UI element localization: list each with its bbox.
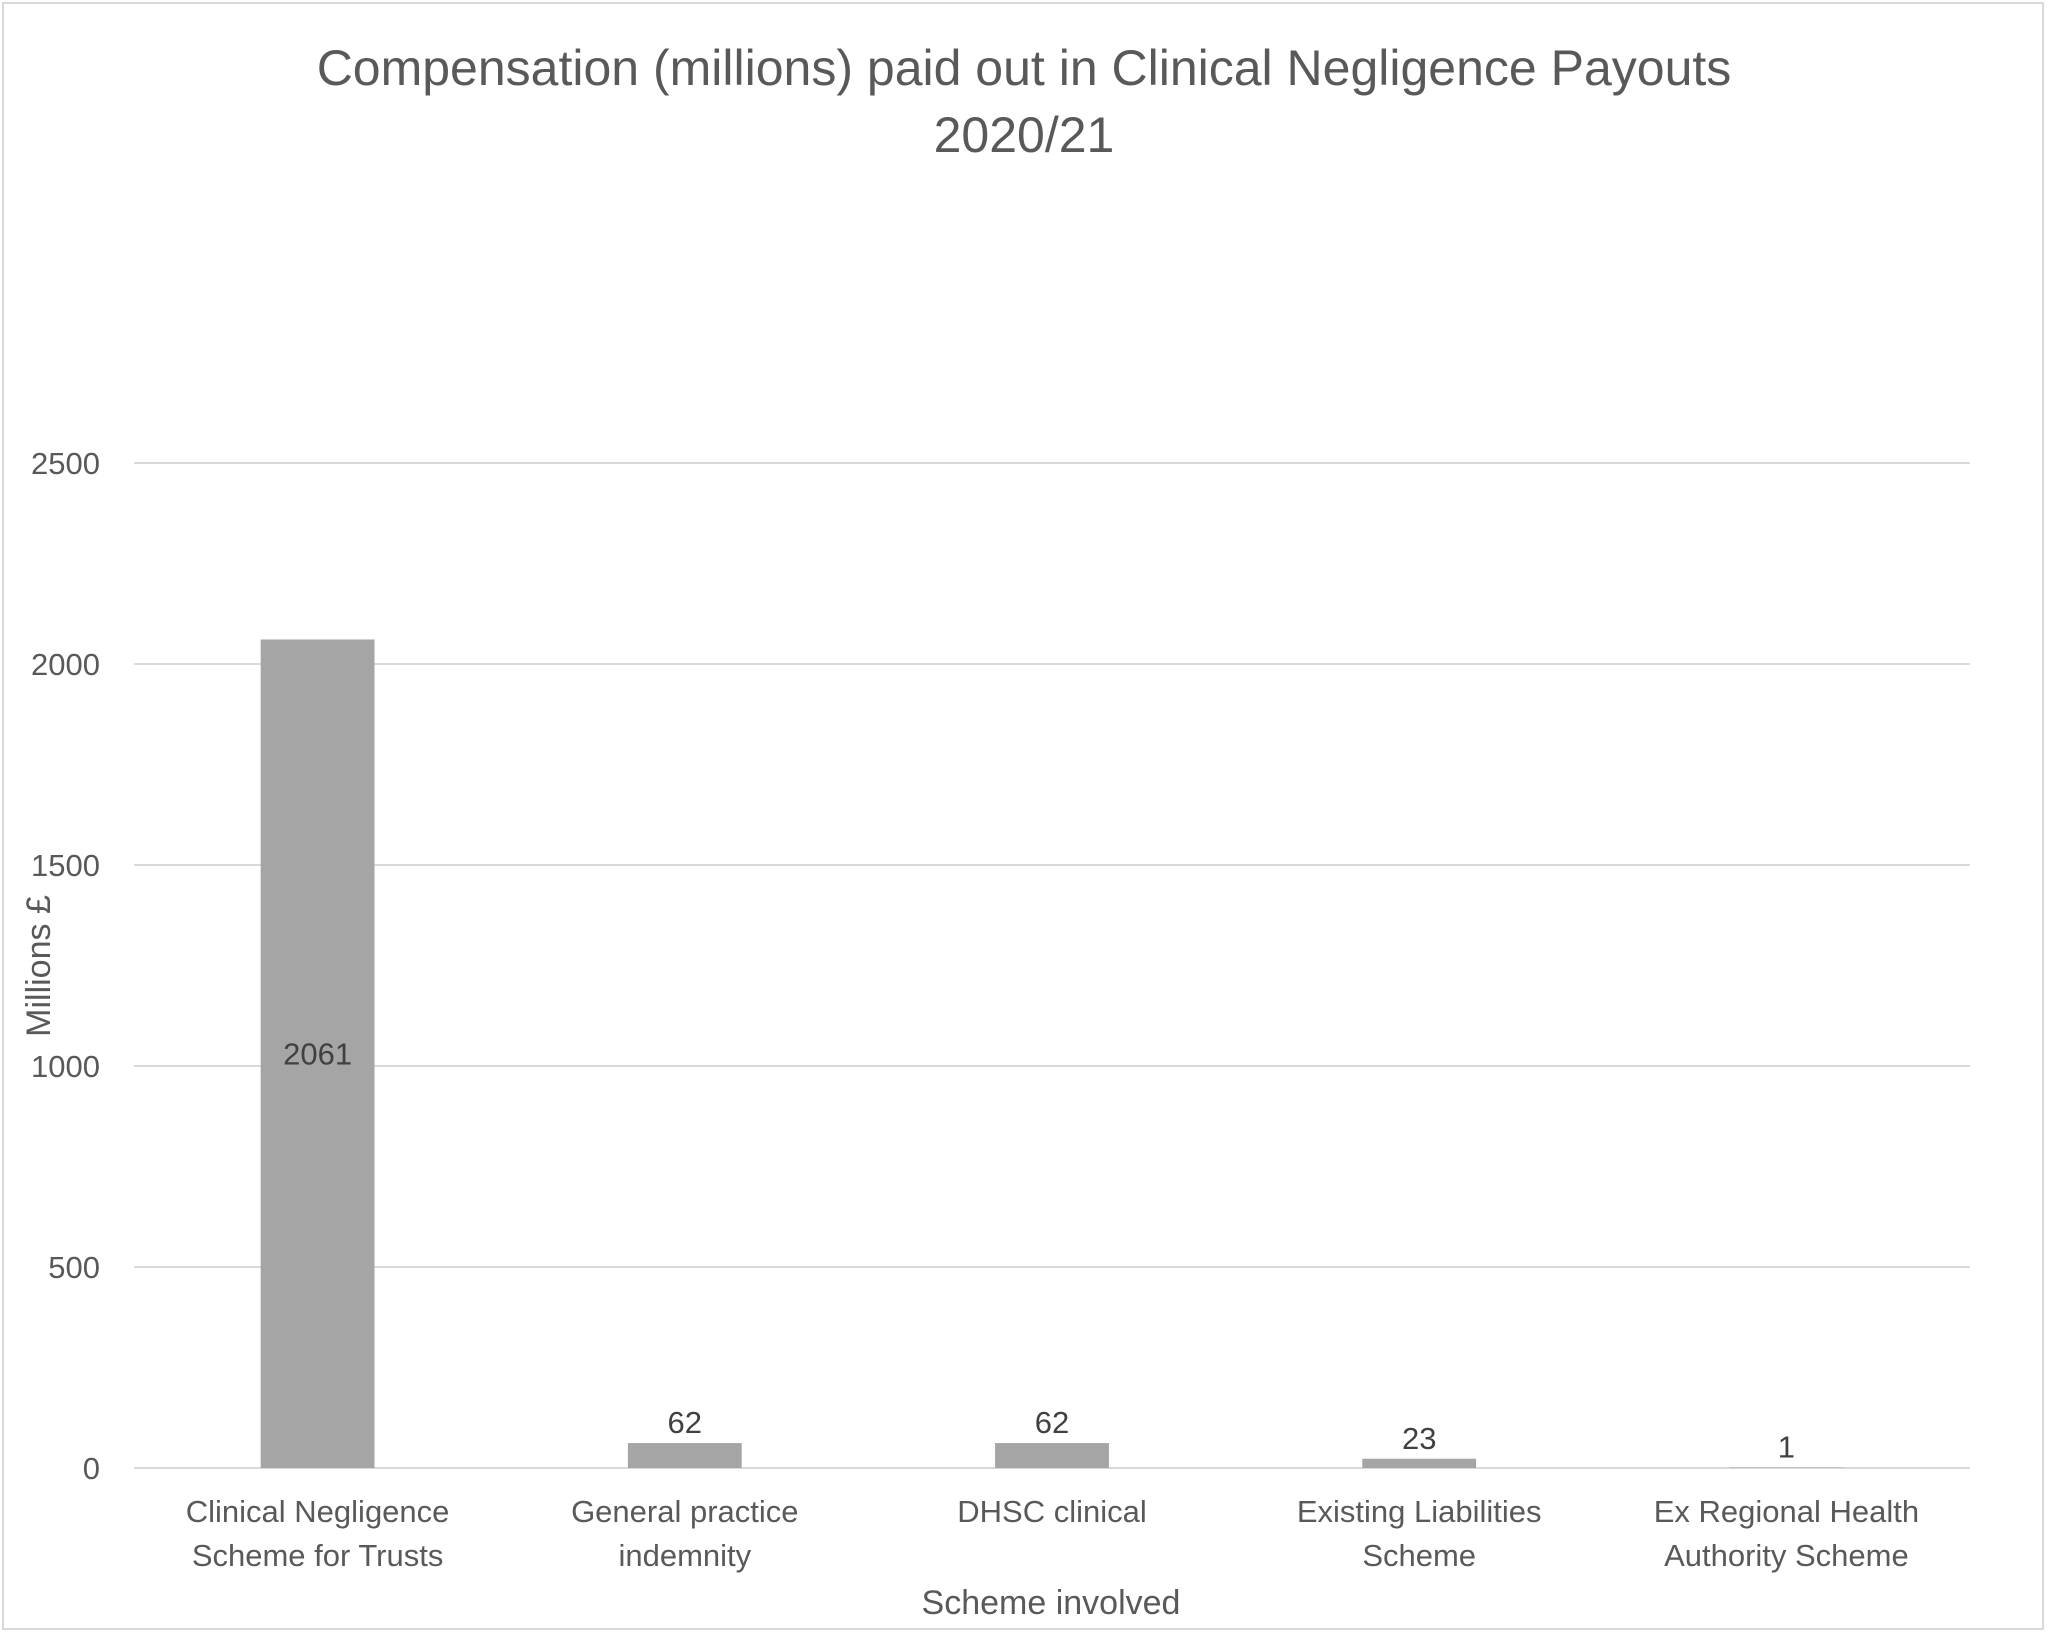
bar: [995, 1443, 1109, 1468]
data-label: 1: [1778, 1430, 1795, 1465]
gridlines: [134, 462, 1970, 1469]
data-label: 62: [1035, 1405, 1069, 1440]
bar: [260, 639, 375, 1468]
data-label: 23: [1402, 1421, 1436, 1456]
bars: [260, 639, 1844, 1468]
x-axis-categories: Clinical Negligence Scheme for Trusts Gene…: [186, 1494, 1919, 1573]
x-tick-label: Existing Liabilities: [1297, 1494, 1542, 1529]
bar: [627, 1443, 742, 1468]
y-tick-label: 500: [48, 1250, 100, 1285]
chart-title-line-2: 2020/21: [934, 107, 1115, 163]
data-label: 2061: [283, 1037, 352, 1072]
x-tick-label: Clinical Negligence: [186, 1494, 450, 1529]
y-tick-label: 1500: [31, 848, 100, 883]
data-label: 62: [668, 1405, 702, 1440]
x-tick-label: DHSC clinical: [957, 1494, 1146, 1529]
data-labels: 2061 62 62 23 1: [283, 1037, 1795, 1465]
x-tick-label: General practice: [571, 1494, 798, 1529]
bar: [1362, 1458, 1477, 1468]
y-axis-ticks: 0 500 1000 1500 2000 2500: [31, 446, 100, 1486]
x-tick-label: Scheme: [1362, 1538, 1476, 1573]
chart-title-line-1: Compensation (millions) paid out in Clin…: [317, 40, 1732, 96]
x-tick-label: Scheme for Trusts: [192, 1538, 444, 1573]
y-tick-label: 2500: [31, 446, 100, 481]
x-tick-label: Authority Scheme: [1664, 1538, 1909, 1573]
y-axis-title: Millions £: [20, 895, 58, 1037]
x-tick-label: indemnity: [618, 1538, 751, 1573]
x-tick-label: Ex Regional Health: [1654, 1494, 1919, 1529]
y-tick-label: 1000: [31, 1049, 100, 1084]
x-axis-title: Scheme involved: [922, 1584, 1181, 1622]
y-tick-label: 2000: [31, 647, 100, 682]
y-tick-label: 0: [83, 1451, 100, 1486]
